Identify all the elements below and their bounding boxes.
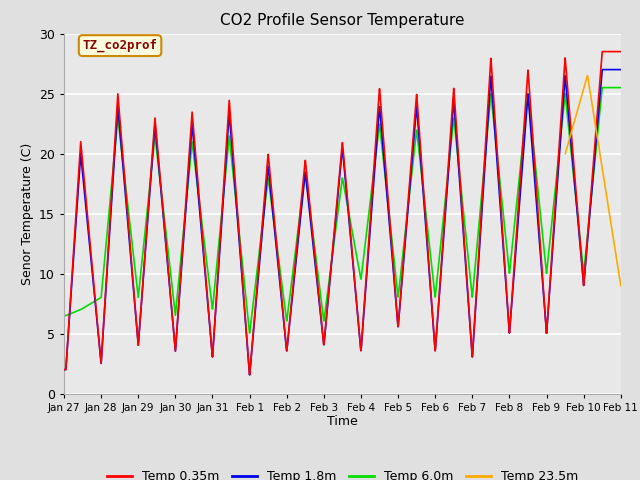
- Temp 1.8m: [60, 367, 68, 372]
- Temp 6.0m: [298, 197, 306, 203]
- Temp 6.0m: [617, 84, 625, 90]
- Temp 6.0m: [606, 84, 614, 90]
- Temp 6.0m: [124, 200, 131, 206]
- Temp 1.8m: [617, 67, 625, 72]
- Temp 1.8m: [606, 67, 614, 72]
- Temp 0.35m: [617, 48, 625, 54]
- Temp 0.35m: [274, 252, 282, 258]
- Temp 6.0m: [60, 313, 68, 319]
- Text: TZ_co2prof: TZ_co2prof: [83, 39, 157, 52]
- Temp 0.35m: [157, 179, 164, 185]
- Line: Temp 0.35m: Temp 0.35m: [64, 51, 621, 375]
- Line: Temp 1.8m: Temp 1.8m: [64, 70, 621, 375]
- Temp 0.35m: [298, 192, 306, 198]
- Temp 1.8m: [124, 216, 131, 222]
- Temp 23.5m: [606, 214, 614, 219]
- Temp 6.0m: [274, 249, 282, 254]
- Temp 1.8m: [274, 258, 282, 264]
- Temp 6.0m: [546, 237, 554, 242]
- Legend: Temp 0.35m, Temp 1.8m, Temp 6.0m, Temp 23.5m: Temp 0.35m, Temp 1.8m, Temp 6.0m, Temp 2…: [102, 465, 583, 480]
- Temp 6.0m: [157, 182, 164, 188]
- Temp 1.8m: [546, 282, 554, 288]
- Temp 6.0m: [598, 84, 606, 90]
- Temp 0.35m: [124, 210, 131, 216]
- Temp 0.35m: [606, 48, 614, 54]
- Line: Temp 6.0m: Temp 6.0m: [64, 87, 621, 333]
- Temp 1.8m: [246, 372, 253, 378]
- Title: CO2 Profile Sensor Temperature: CO2 Profile Sensor Temperature: [220, 13, 465, 28]
- X-axis label: Time: Time: [327, 415, 358, 429]
- Y-axis label: Senor Temperature (C): Senor Temperature (C): [20, 143, 33, 285]
- Temp 1.8m: [298, 202, 306, 208]
- Temp 0.35m: [546, 278, 554, 284]
- Temp 0.35m: [246, 372, 253, 378]
- Temp 23.5m: [617, 283, 625, 288]
- Temp 1.8m: [598, 67, 606, 72]
- Temp 6.0m: [246, 330, 253, 336]
- Temp 0.35m: [60, 367, 68, 372]
- Temp 0.35m: [598, 48, 606, 54]
- Line: Temp 23.5m: Temp 23.5m: [565, 75, 621, 286]
- Temp 1.8m: [157, 183, 164, 189]
